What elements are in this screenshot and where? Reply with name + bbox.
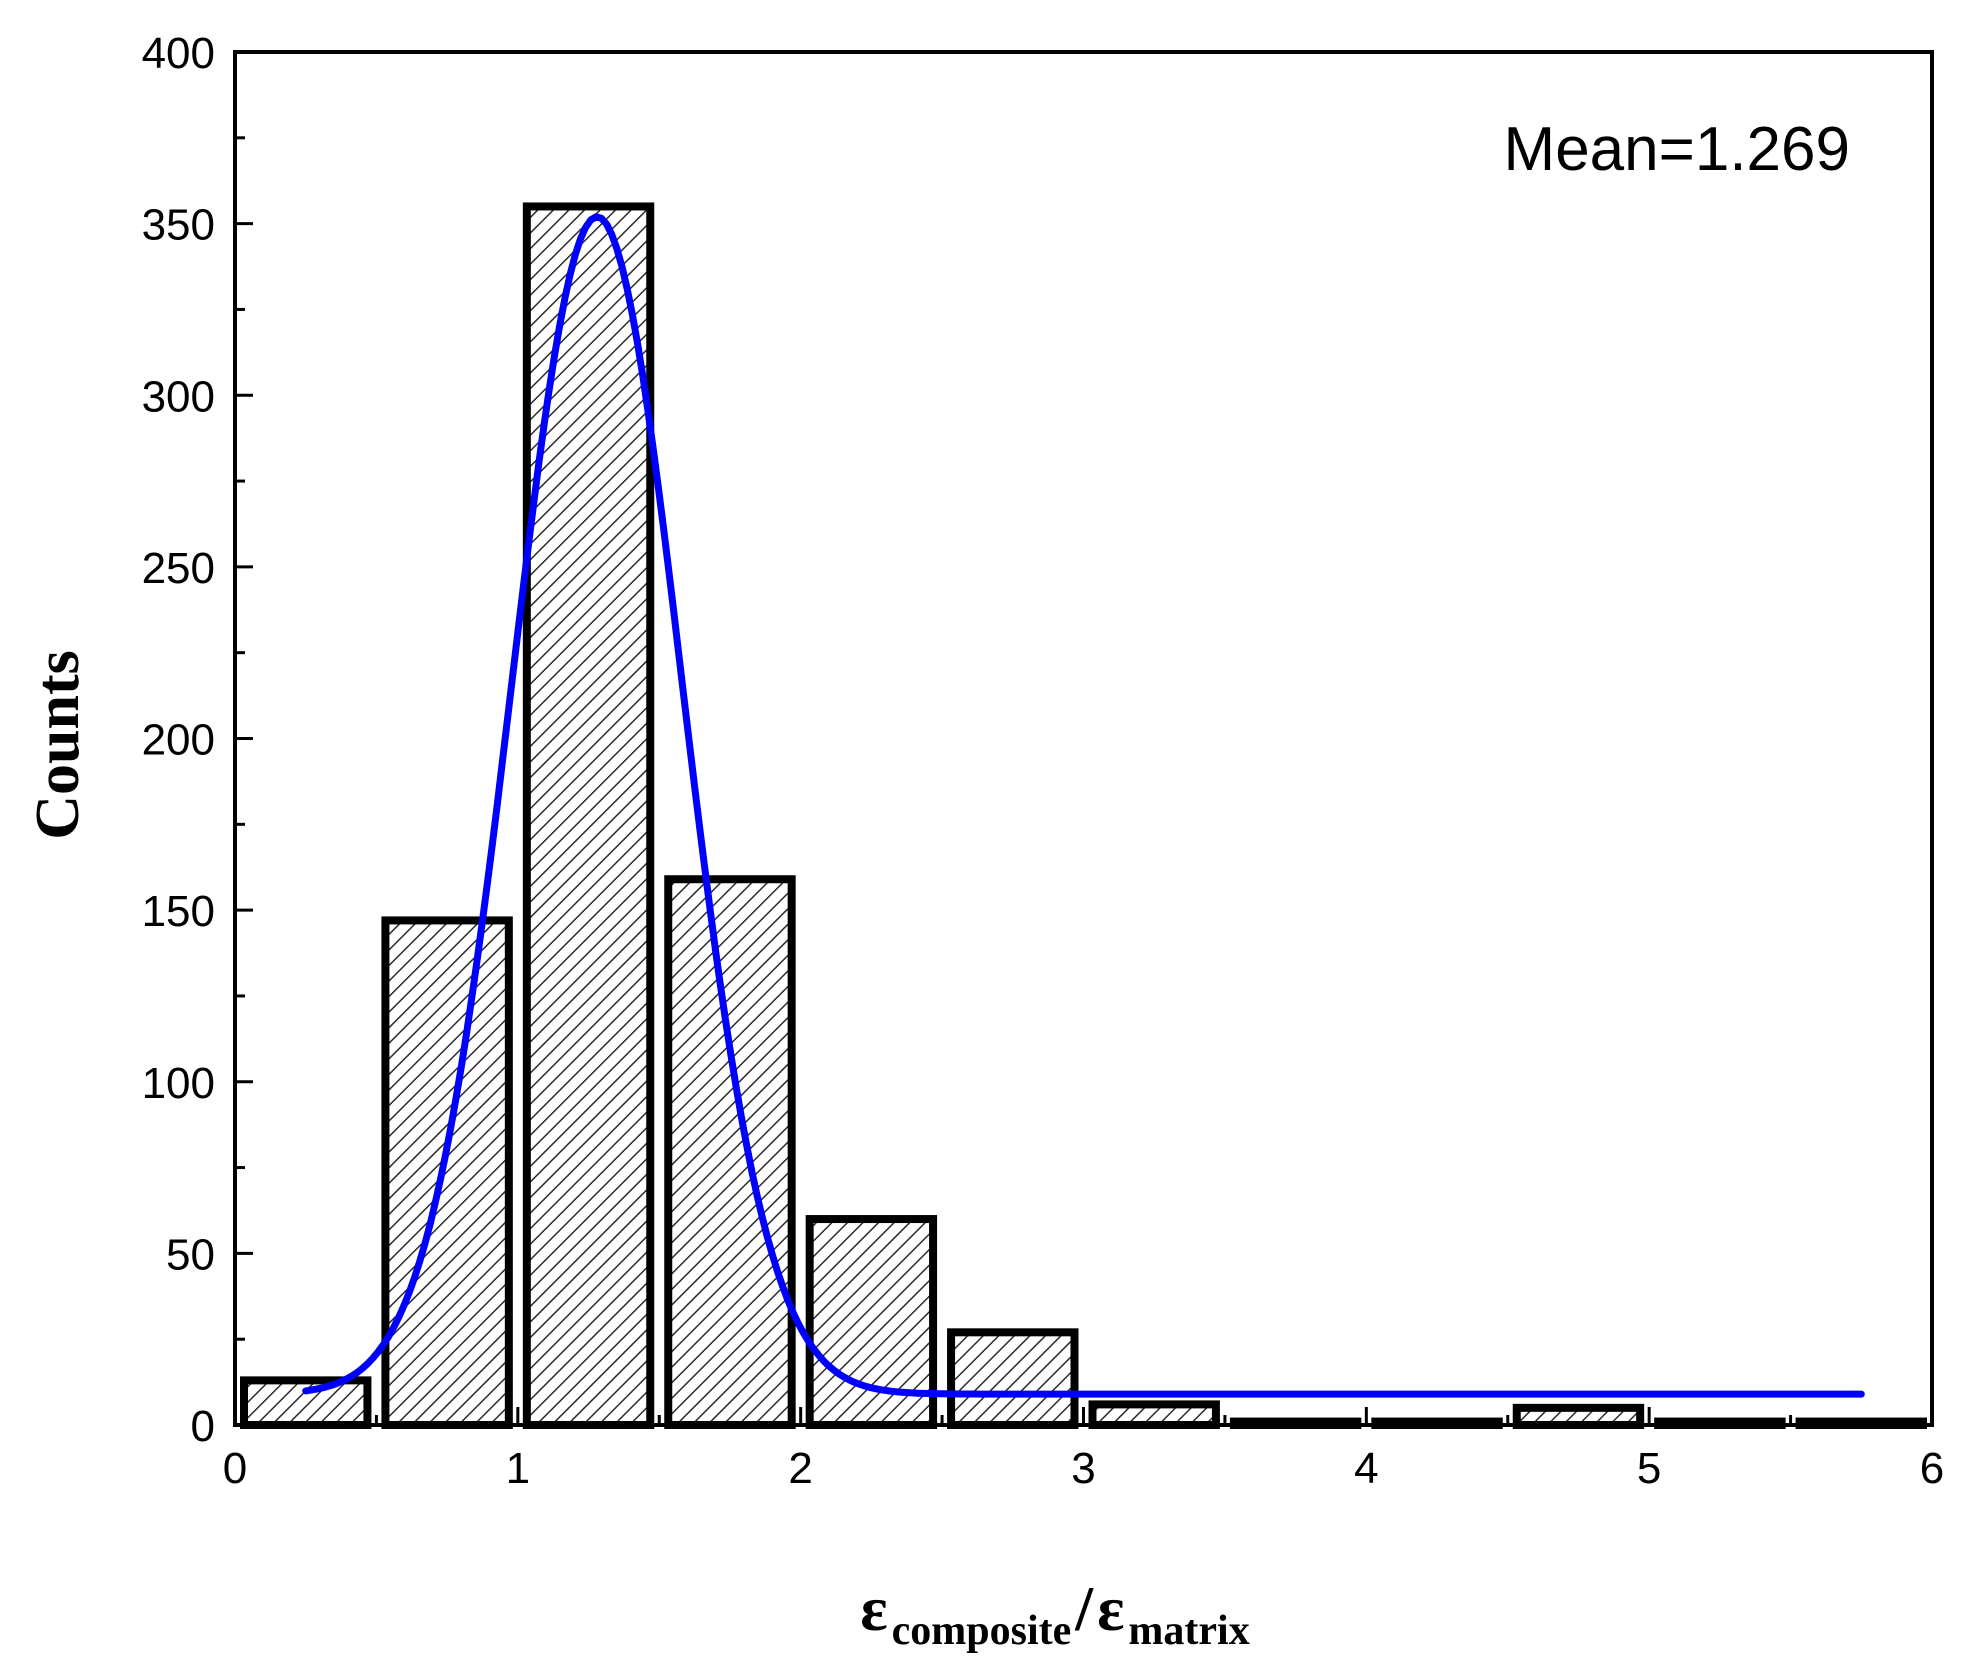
x-axis-label: ε composite / ε matrix [860, 1573, 1249, 1654]
x-tick-label: 4 [1354, 1444, 1378, 1493]
y-tick-label: 150 [142, 887, 215, 936]
y-axis-label: Counts [24, 650, 92, 840]
histogram-bar [664, 875, 796, 1429]
histogram-bar [947, 1328, 1079, 1430]
x-label-epsilon-1: ε [860, 1573, 887, 1644]
y-tick-label: 400 [142, 29, 215, 78]
y-tick-label: 0 [191, 1402, 215, 1451]
fit-curve-group [302, 213, 1865, 1398]
x-label-epsilon-2: ε [1097, 1573, 1124, 1644]
histogram-bar [240, 1376, 372, 1429]
x-label-subscript-composite: composite [892, 1608, 1072, 1654]
histogram-bar [522, 202, 655, 1429]
y-tick-label: 50 [166, 1230, 215, 1279]
x-tick-label: 0 [223, 1444, 247, 1493]
x-tick-label: 5 [1637, 1444, 1661, 1493]
y-tick-label: 200 [142, 716, 215, 765]
y-tick-label: 100 [142, 1059, 215, 1108]
x-label-subscript-matrix: matrix [1128, 1608, 1249, 1654]
x-label-separator: / [1074, 1573, 1094, 1644]
x-tick-label: 6 [1920, 1444, 1944, 1493]
x-tick-label: 3 [1071, 1444, 1095, 1493]
y-tick-label: 250 [142, 544, 215, 593]
y-tick-label: 300 [142, 372, 215, 421]
histogram-bar [381, 916, 513, 1429]
histogram-bar [1088, 1400, 1220, 1430]
fit-curve [302, 213, 1865, 1398]
x-tick-label: 2 [788, 1444, 812, 1493]
y-axis-ticks: 0 50 100 150 200 250 300 350 400 [142, 29, 253, 1451]
histogram-bar [1512, 1403, 1645, 1430]
histogram-bars [240, 202, 1928, 1430]
y-tick-label: 350 [142, 201, 215, 250]
x-axis-ticks: 0 1 2 3 4 5 6 [223, 1407, 1944, 1493]
x-tick-label: 1 [506, 1444, 530, 1493]
mean-annotation: Mean=1.269 [1504, 115, 1850, 184]
